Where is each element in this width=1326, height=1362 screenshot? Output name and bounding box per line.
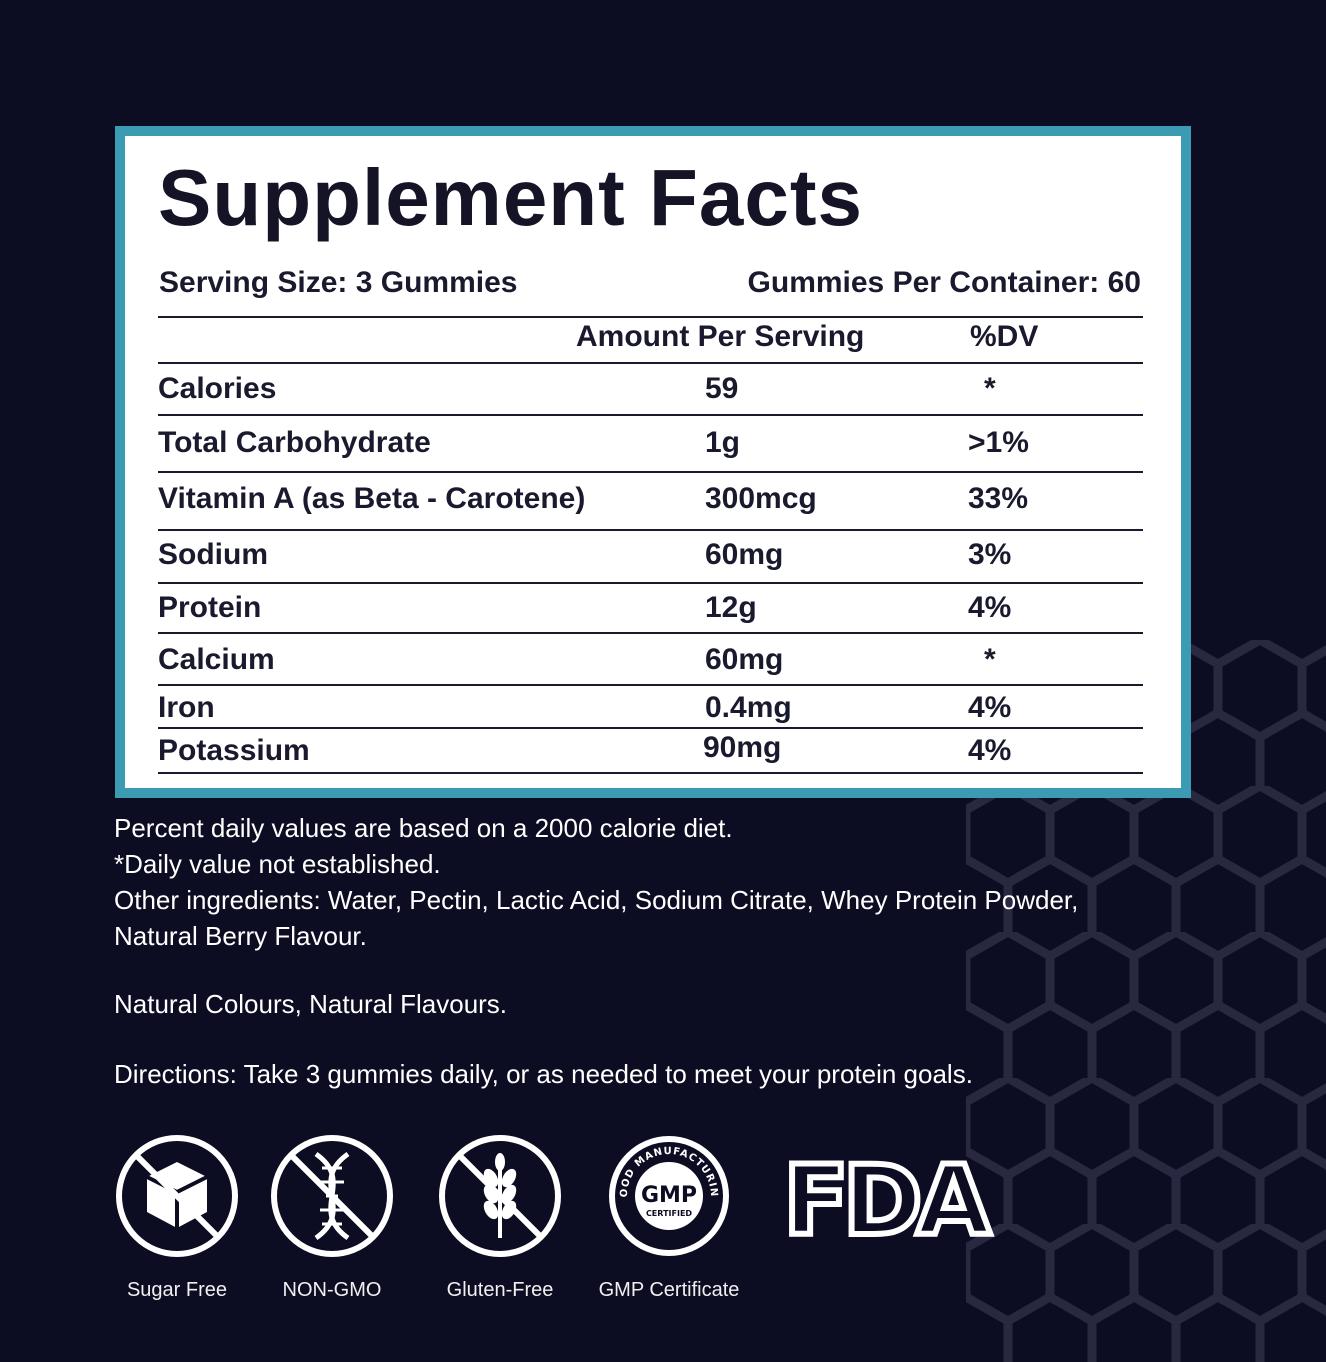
- nutrient-name: Calcium: [158, 643, 275, 676]
- badge-label: NON-GMO: [282, 1279, 382, 1301]
- badge-label: GMP Certificate: [598, 1279, 740, 1301]
- divider: [158, 582, 1143, 584]
- facts-row-calcium: Calcium 60mg *: [158, 643, 1143, 687]
- nutrient-amount: 0.4mg: [705, 691, 792, 724]
- nutrient-dv: >1%: [968, 426, 1029, 459]
- gmp-seal-icon: GOOD MANUFACTURING PRACTICE GMP CERTIFIE…: [600, 1124, 729, 1256]
- gmp-seal-sub-text: CERTIFIED: [646, 1209, 692, 1218]
- supplement-facts-inner: Supplement Facts Serving Size: 3 Gummies…: [125, 136, 1181, 788]
- divider: [158, 772, 1143, 774]
- facts-row-potassium: Potassium 90mg 4%: [158, 731, 1143, 778]
- divider: [158, 362, 1143, 364]
- directions: Directions: Take 3 gummies daily, or as …: [114, 1059, 973, 1089]
- nutrient-amount: 300mcg: [705, 482, 817, 515]
- sugar-cube-icon: [116, 1135, 238, 1257]
- nutrient-name: Vitamin A (as Beta - Carotene): [158, 482, 586, 515]
- column-header-dv: %DV: [970, 320, 1039, 353]
- divider: [158, 414, 1143, 416]
- badge-label: Sugar Free: [126, 1279, 228, 1301]
- badge-sugar-free: Sugar Free: [97, 1132, 257, 1302]
- label-notes: Percent daily values are based on a 2000…: [114, 810, 1234, 1092]
- nutrient-dv: 3%: [968, 538, 1012, 571]
- supplement-facts-panel: Supplement Facts Serving Size: 3 Gummies…: [115, 126, 1191, 798]
- facts-row-sodium: Sodium 60mg 3%: [158, 538, 1143, 582]
- nutrient-dv: 4%: [968, 591, 1012, 624]
- badge-gmp: GOOD MANUFACTURING PRACTICE GMP CERTIFIE…: [589, 1124, 749, 1302]
- divider: [158, 684, 1143, 686]
- other-ingredients: Other ingredients: Water, Pectin, Lactic…: [114, 885, 1079, 915]
- dna-icon: [271, 1135, 393, 1257]
- nutrient-amount: 1g: [705, 426, 741, 459]
- nutrient-amount: 12g: [705, 591, 757, 624]
- badge-non-gmo: NON-GMO: [252, 1132, 412, 1302]
- nutrient-dv: 4%: [968, 734, 1012, 767]
- wheat-icon: [439, 1135, 561, 1257]
- facts-row-total-carbohydrate: Total Carbohydrate 1g >1%: [158, 426, 1143, 470]
- servings-per-container: Gummies Per Container: 60: [747, 266, 1141, 299]
- facts-row-calories: Calories 59 *: [158, 372, 1143, 416]
- nutrient-amount: 90mg: [703, 731, 782, 764]
- nutrient-name: Total Carbohydrate: [158, 426, 431, 459]
- nutrient-dv: *: [984, 643, 996, 676]
- badge-label: Gluten-Free: [446, 1279, 554, 1301]
- nutrient-dv: 33%: [968, 482, 1029, 515]
- nutrient-name: Potassium: [158, 734, 310, 767]
- fda-logo: FDA: [780, 1148, 998, 1244]
- divider: [158, 316, 1143, 318]
- nutrient-dv: 4%: [968, 691, 1012, 724]
- fda-logo-text: FDA: [783, 1148, 990, 1244]
- badge-gluten-free: Gluten-Free: [420, 1132, 580, 1302]
- daily-value-note: Percent daily values are based on a 2000…: [114, 813, 733, 843]
- not-established-note: *Daily value not established.: [114, 849, 441, 879]
- facts-row-iron: Iron 0.4mg 4%: [158, 691, 1143, 735]
- nutrient-name: Sodium: [158, 538, 268, 571]
- facts-title: Supplement Facts: [158, 153, 864, 242]
- other-ingredients-cont: Natural Berry Flavour.: [114, 921, 367, 951]
- gmp-seal-main-text: GMP: [641, 1183, 697, 1208]
- divider: [158, 529, 1143, 531]
- facts-row-protein: Protein 12g 4%: [158, 591, 1143, 635]
- divider: [158, 471, 1143, 473]
- nutrient-amount: 60mg: [705, 538, 784, 571]
- nutrient-name: Calories: [158, 372, 277, 405]
- nutrient-name: Protein: [158, 591, 262, 624]
- nutrient-amount: 59: [705, 372, 739, 405]
- colours-flavours-note: Natural Colours, Natural Flavours.: [114, 989, 508, 1019]
- nutrient-name: Iron: [158, 691, 215, 724]
- nutrient-amount: 60mg: [705, 643, 784, 676]
- facts-row-vitamin-a: Vitamin A (as Beta - Carotene) 300mcg 33…: [158, 482, 1143, 526]
- column-header-amount: Amount Per Serving: [576, 320, 865, 353]
- serving-size: Serving Size: 3 Gummies: [159, 266, 518, 299]
- divider: [158, 727, 1143, 729]
- nutrient-dv: *: [984, 372, 996, 405]
- divider: [158, 632, 1143, 634]
